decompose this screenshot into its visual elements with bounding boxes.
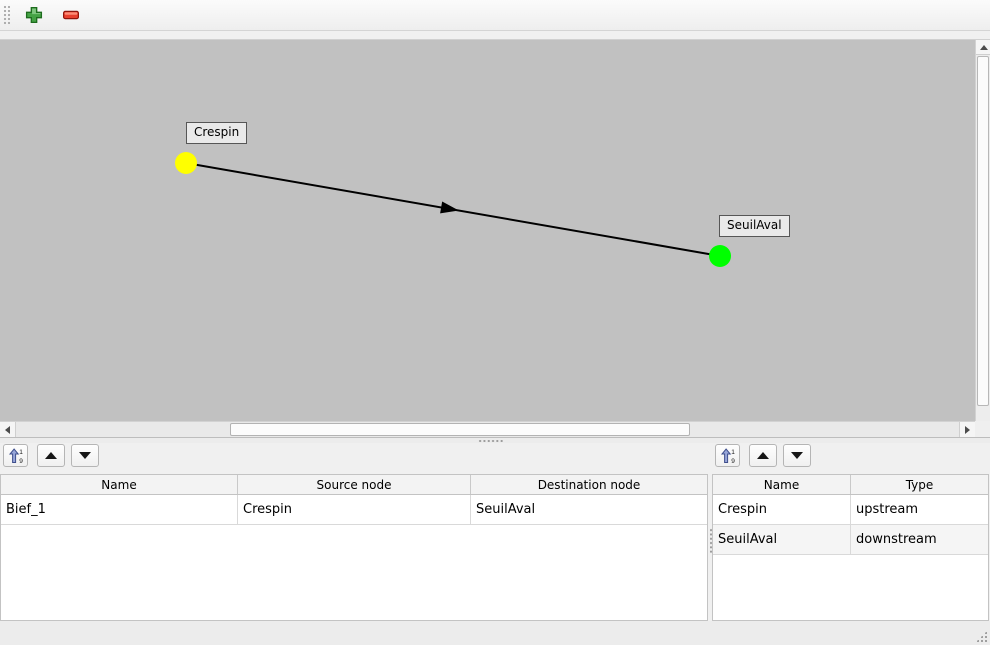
sort-ascending-icon: 1 9 (720, 447, 736, 464)
sort-ascending-icon: 1 9 (8, 447, 24, 464)
triangle-down-icon (791, 452, 803, 459)
main-toolbar (0, 0, 990, 31)
move-down-nodes-button[interactable] (783, 444, 811, 467)
arrow-up-icon (980, 45, 988, 50)
links-table: Name Source node Destination node Bief_1… (0, 474, 708, 621)
resize-grip-icon[interactable] (976, 631, 987, 642)
add-button[interactable] (21, 2, 47, 28)
toolbar-drag-handle[interactable] (3, 4, 10, 26)
nodes-panel-toolbar: 1 9 (712, 443, 989, 474)
cell-link-destination[interactable]: SeuilAval (471, 495, 707, 524)
svg-text:1: 1 (731, 449, 735, 456)
scroll-right-button[interactable] (959, 422, 975, 437)
network-editor-window: Crespin SeuilAval (0, 0, 990, 645)
node-seuilaval-circle[interactable] (709, 245, 731, 267)
network-graph (0, 40, 975, 422)
bottom-panels: 1 9 Name Source node Destination node (0, 443, 990, 621)
column-header-type[interactable]: Type (851, 475, 988, 494)
vertical-scrollbar[interactable] (975, 40, 990, 422)
arrow-left-icon (5, 426, 10, 434)
triangle-up-icon (757, 452, 769, 459)
table-row[interactable]: Bief_1 Crespin SeuilAval (1, 495, 707, 525)
status-bar (0, 621, 990, 645)
move-up-links-button[interactable] (37, 444, 65, 467)
horizontal-scrollbar[interactable] (0, 421, 975, 437)
vertical-scrollbar-thumb[interactable] (977, 56, 989, 406)
cell-node-name[interactable]: Crespin (713, 495, 851, 524)
scroll-left-button[interactable] (0, 422, 16, 437)
cell-link-source[interactable]: Crespin (238, 495, 471, 524)
sort-nodes-button[interactable]: 1 9 (715, 444, 740, 467)
column-header-name[interactable]: Name (713, 475, 851, 494)
horizontal-scrollbar-thumb[interactable] (230, 423, 690, 436)
remove-button[interactable] (58, 2, 84, 28)
minus-icon (62, 8, 80, 22)
triangle-up-icon (45, 452, 57, 459)
links-panel-toolbar: 1 9 (0, 443, 708, 474)
svg-text:9: 9 (19, 458, 23, 464)
column-header-destination-node[interactable]: Destination node (471, 475, 707, 494)
svg-text:1: 1 (19, 449, 23, 456)
links-table-header: Name Source node Destination node (1, 475, 707, 495)
network-canvas-viewport: Crespin SeuilAval (0, 39, 990, 437)
network-canvas[interactable]: Crespin SeuilAval (0, 40, 975, 422)
links-panel: 1 9 Name Source node Destination node (0, 443, 708, 621)
arrow-right-icon (965, 426, 970, 434)
cell-node-type[interactable]: upstream (851, 495, 988, 524)
edge-arrow-icon (440, 202, 460, 217)
sort-links-button[interactable]: 1 9 (3, 444, 28, 467)
move-up-nodes-button[interactable] (749, 444, 777, 467)
plus-icon (25, 6, 43, 24)
cell-link-name[interactable]: Bief_1 (1, 495, 238, 524)
svg-text:9: 9 (731, 458, 735, 464)
nodes-table: Name Type Crespin upstream SeuilAval dow… (712, 474, 989, 621)
cell-node-name[interactable]: SeuilAval (713, 525, 851, 554)
triangle-down-icon (79, 452, 91, 459)
table-row[interactable]: SeuilAval downstream (713, 525, 988, 555)
table-row[interactable]: Crespin upstream (713, 495, 988, 525)
scroll-up-button[interactable] (976, 40, 990, 55)
move-down-links-button[interactable] (71, 444, 99, 467)
nodes-table-header: Name Type (713, 475, 988, 495)
column-header-source-node[interactable]: Source node (238, 475, 471, 494)
cell-node-type[interactable]: downstream (851, 525, 988, 554)
node-crespin-circle[interactable] (175, 152, 197, 174)
nodes-panel: 1 9 Name Type Crespin upstrea (712, 443, 989, 621)
column-header-name[interactable]: Name (1, 475, 238, 494)
scrollbar-corner (975, 421, 990, 437)
node-label-crespin[interactable]: Crespin (186, 122, 247, 144)
node-label-seuilaval[interactable]: SeuilAval (719, 215, 790, 237)
